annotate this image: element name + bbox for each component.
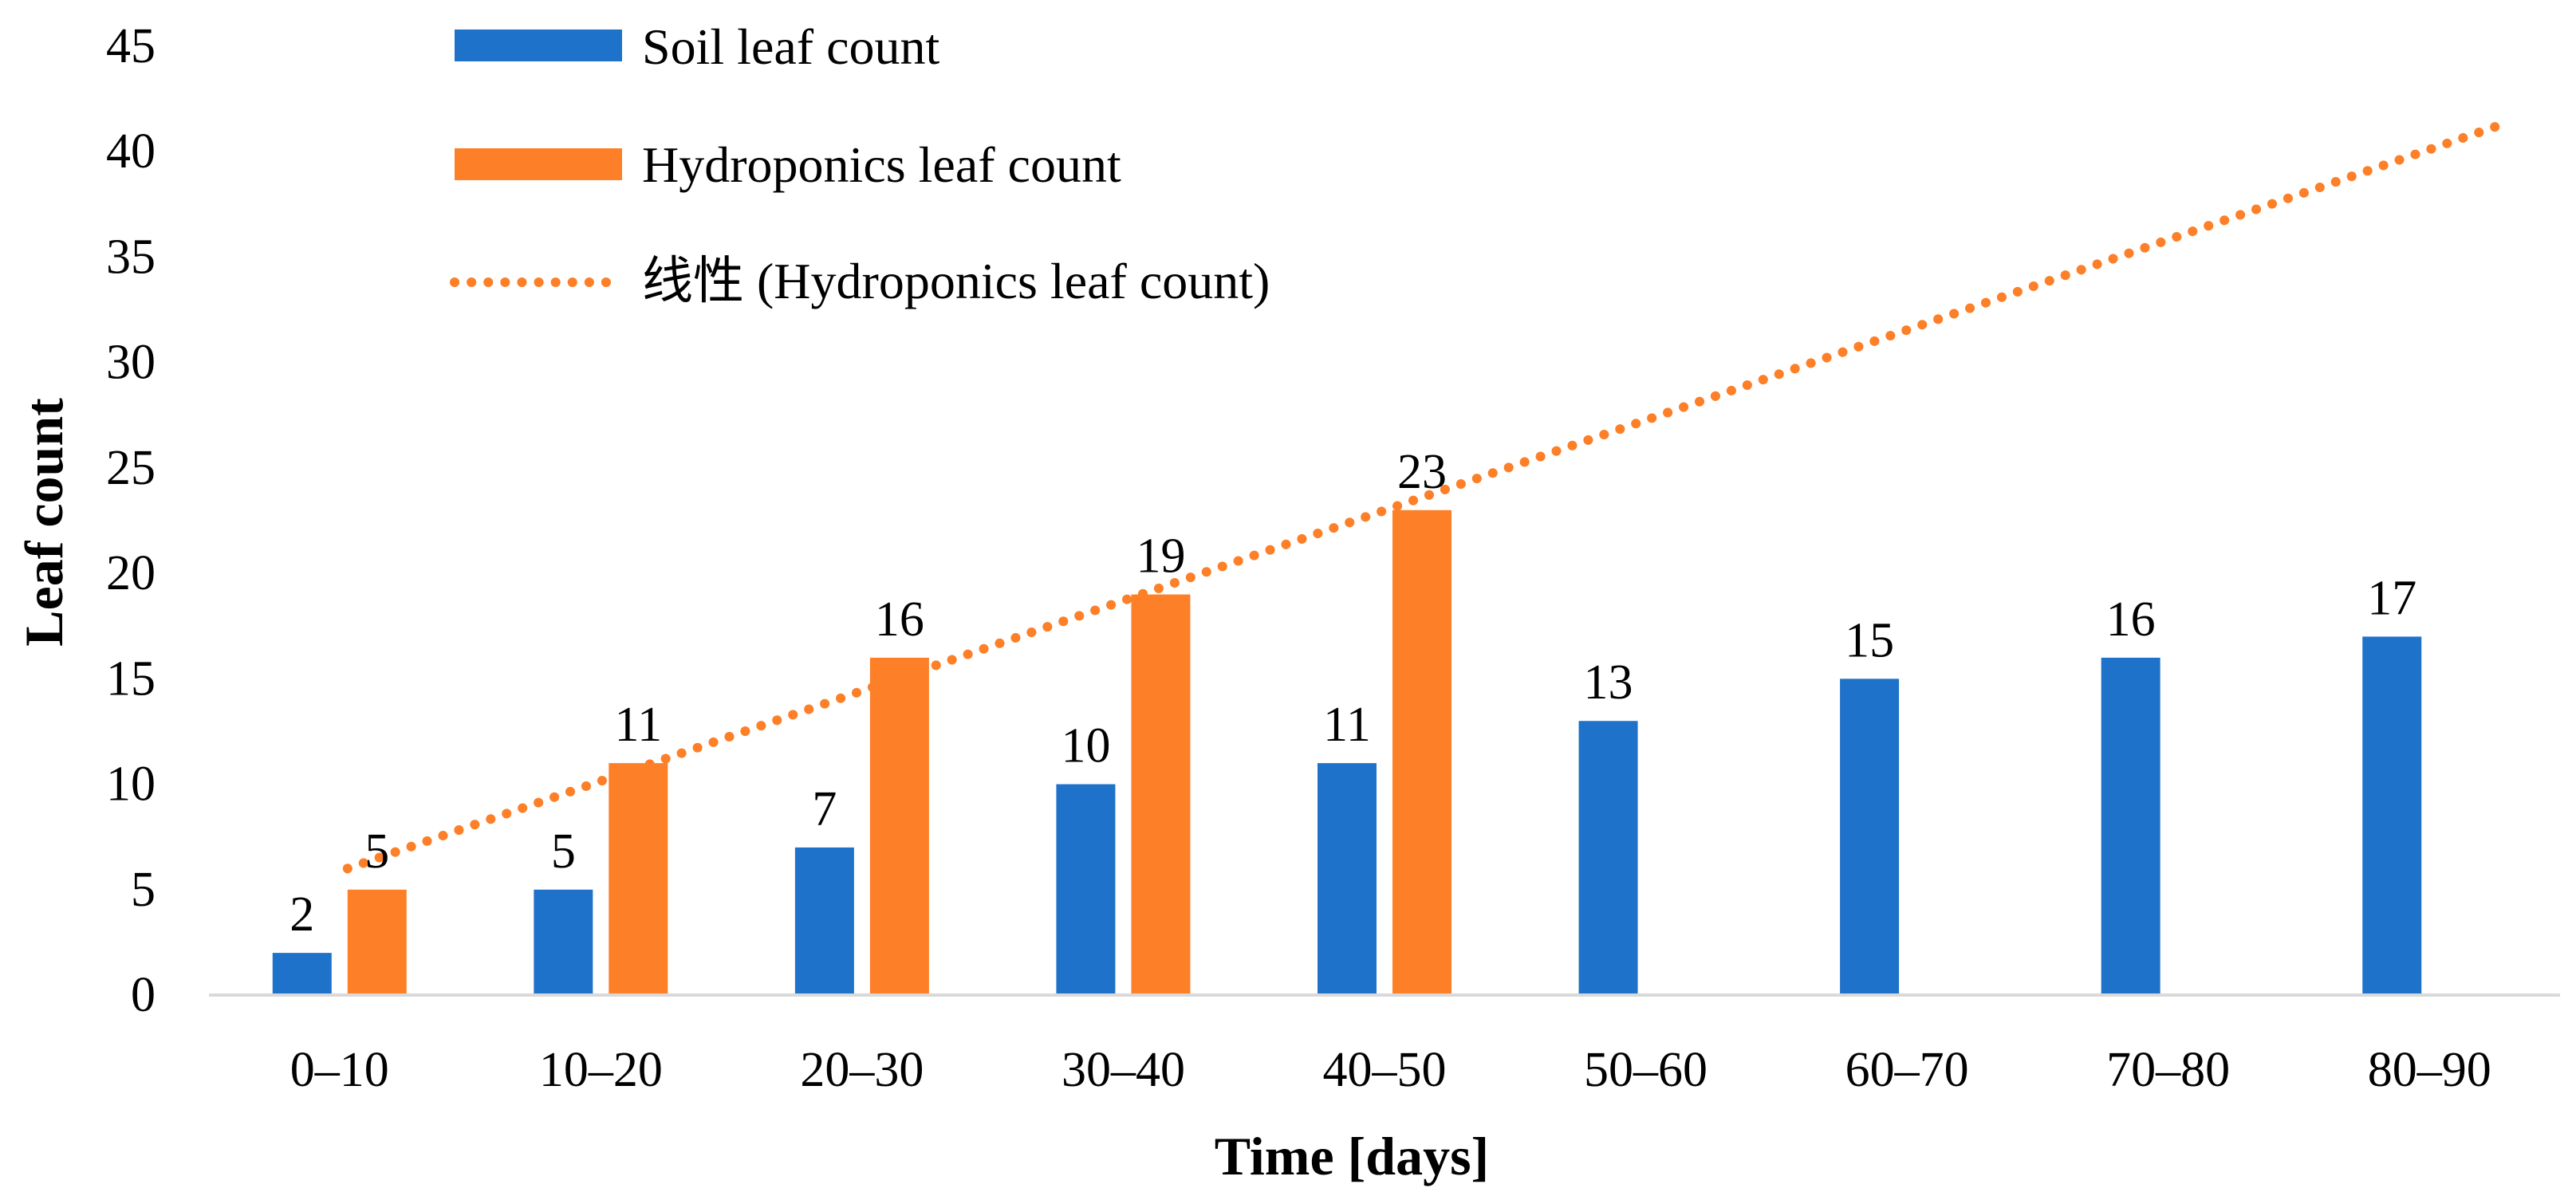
y-axis-ticks: 0 5 10 15 20 25 30 35 40 45: [106, 19, 156, 1022]
data-label: 23: [1397, 445, 1447, 499]
data-label: 19: [1136, 529, 1185, 584]
bar-soil: [2101, 657, 2160, 995]
x-tick-label: 50–60: [1584, 1043, 1707, 1097]
x-tick-label: 10–20: [539, 1043, 663, 1097]
bar-hydroponics: [1131, 594, 1191, 995]
bar-soil: [1056, 784, 1116, 995]
data-label: 11: [1323, 698, 1371, 752]
bar-hydroponics: [869, 657, 929, 995]
y-axis-title: Leaf count: [14, 398, 74, 647]
y-tick-label: 25: [106, 441, 156, 495]
data-label: 15: [1845, 613, 1894, 667]
y-tick-label: 5: [131, 863, 156, 917]
legend-label-trendline: 线性 (Hydroponics leaf count): [642, 253, 1270, 309]
y-tick-label: 45: [106, 19, 156, 73]
x-tick-label: 20–30: [800, 1043, 924, 1097]
data-label: 5: [551, 824, 576, 879]
data-label: 10: [1061, 719, 1110, 773]
x-tick-label: 0–10: [290, 1043, 389, 1097]
y-tick-label: 35: [106, 230, 156, 284]
data-label: 5: [364, 824, 389, 879]
data-label: 13: [1584, 655, 1633, 710]
y-tick-label: 40: [106, 124, 156, 179]
bar-hydroponics: [1392, 509, 1451, 995]
y-tick-label: 15: [106, 651, 156, 706]
bar-soil: [1840, 679, 1900, 995]
legend-label-hydroponics: Hydroponics leaf count: [642, 136, 1121, 193]
data-label: 2: [290, 887, 314, 942]
x-tick-label: 80–90: [2368, 1043, 2491, 1097]
x-tick-label: 60–70: [1845, 1043, 1969, 1097]
data-label: 17: [2367, 571, 2416, 625]
y-tick-label: 20: [106, 546, 156, 600]
bar-soil: [1318, 763, 1377, 995]
bar-soil: [794, 847, 854, 995]
x-tick-label: 30–40: [1062, 1043, 1185, 1097]
bar-soil: [534, 889, 593, 995]
bar-hydroponics: [609, 763, 668, 995]
legend-swatch-soil: [455, 30, 622, 61]
y-tick-label: 10: [106, 757, 156, 812]
data-label: 16: [875, 592, 924, 647]
data-label: 16: [2106, 592, 2156, 647]
x-axis-ticks: 0–10 10–20 20–30 30–40 40–50 50–60 60–70 70–80 8…: [290, 1043, 2491, 1097]
legend-swatch-hydroponics: [455, 148, 622, 180]
bar-soil: [2362, 636, 2422, 995]
x-tick-label: 70–80: [2106, 1043, 2230, 1097]
data-label: 7: [812, 782, 837, 836]
legend: Soil leaf count Hydroponics leaf count 线…: [450, 18, 1270, 309]
x-tick-label: 40–50: [1323, 1043, 1447, 1097]
y-tick-label: 0: [131, 968, 156, 1022]
x-axis-title: Time [days]: [1215, 1126, 1489, 1186]
bar-hydroponics: [347, 889, 407, 995]
bar-soil: [1578, 721, 1638, 995]
bar-soil: [272, 953, 332, 995]
bars: [272, 509, 2422, 995]
y-tick-label: 30: [106, 336, 156, 390]
legend-label-soil: Soil leaf count: [642, 18, 939, 75]
data-label: 11: [614, 698, 662, 752]
